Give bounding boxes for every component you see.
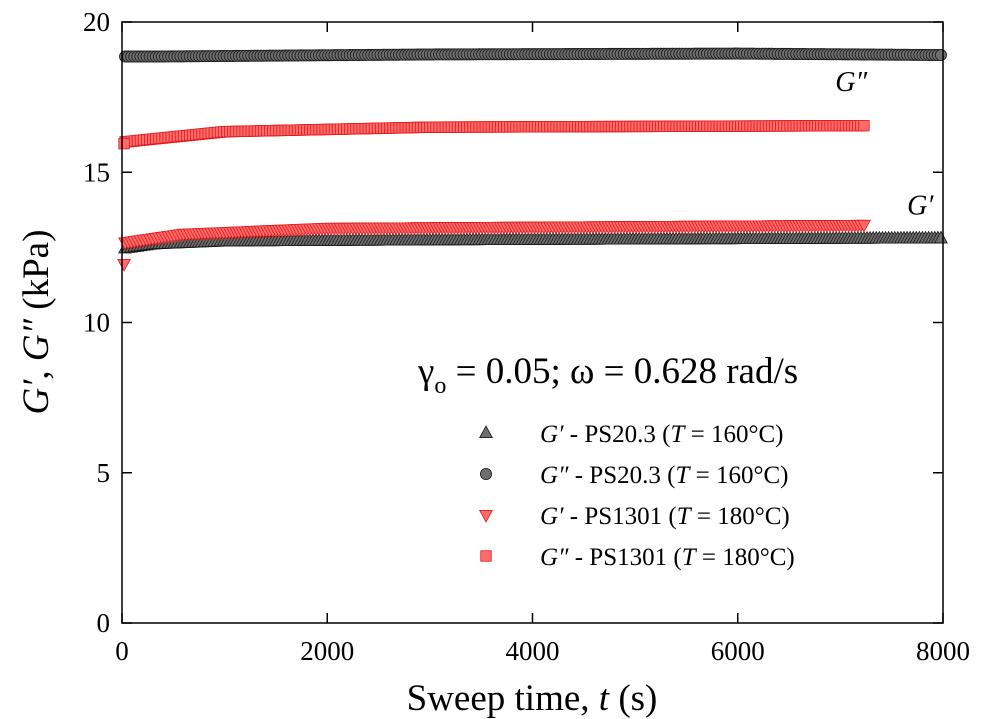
legend-item: G″ - PS20.3 (T = 160°C) [479, 462, 788, 489]
series-layer [117, 47, 948, 272]
legend-marker [479, 510, 493, 523]
data-point [857, 219, 871, 233]
x-tick-label: 2000 [300, 636, 354, 666]
data-point [858, 120, 870, 132]
x-tick-label: 0 [115, 636, 129, 666]
y-axis-title: G′, G″ (kPa) [16, 230, 57, 415]
legend-item: G′ - PS1301 (T = 180°C) [479, 503, 790, 530]
data-point [118, 138, 130, 150]
legend-label: G″ - PS20.3 (T = 160°C) [540, 462, 788, 489]
legend-marker [480, 550, 492, 562]
legend-label: G″ - PS1301 (T = 180°C) [540, 544, 795, 571]
x-axis-title: Sweep time, t (s) [407, 678, 658, 719]
data-point [934, 49, 947, 62]
condition-gamma-sub: o [434, 373, 446, 399]
series-3 [118, 120, 870, 150]
legend-marker [479, 425, 493, 438]
y-tick-label: 20 [83, 7, 110, 37]
x-tick-label: 4000 [506, 636, 560, 666]
x-tick-label: 6000 [711, 636, 765, 666]
data-point [933, 230, 948, 244]
legend-label: G′ - PS1301 (T = 180°C) [540, 503, 790, 530]
series-1 [119, 47, 947, 63]
y-tick-label: 15 [83, 157, 110, 187]
curve-label-gp: G′ [907, 190, 934, 221]
condition-text: γo = 0.05; ω = 0.628 rad/s [417, 351, 798, 399]
legend-label: G′ - PS20.3 (T = 160°C) [540, 421, 784, 448]
y-tick-label: 10 [83, 308, 110, 338]
legend-marker [479, 467, 492, 480]
y-tick-label: 0 [97, 608, 111, 638]
legend-item: G″ - PS1301 (T = 180°C) [480, 544, 795, 571]
curve-label-gpp: G″ [835, 67, 867, 98]
tick-labels: 0 2000 4000 6000 8000 0 5 10 15 20 [83, 7, 970, 666]
series-0 [118, 230, 948, 254]
y-tick-label: 5 [97, 458, 111, 488]
plot-frame [121, 21, 944, 624]
x-tick-label: 8000 [916, 636, 970, 666]
legend: G′ - PS20.3 (T = 160°C) G″ - PS20.3 (T = … [479, 421, 795, 571]
series-2 [117, 219, 871, 272]
axis-ticks [121, 21, 944, 624]
legend-item: G′ - PS20.3 (T = 160°C) [479, 421, 784, 448]
data-point [117, 258, 132, 272]
